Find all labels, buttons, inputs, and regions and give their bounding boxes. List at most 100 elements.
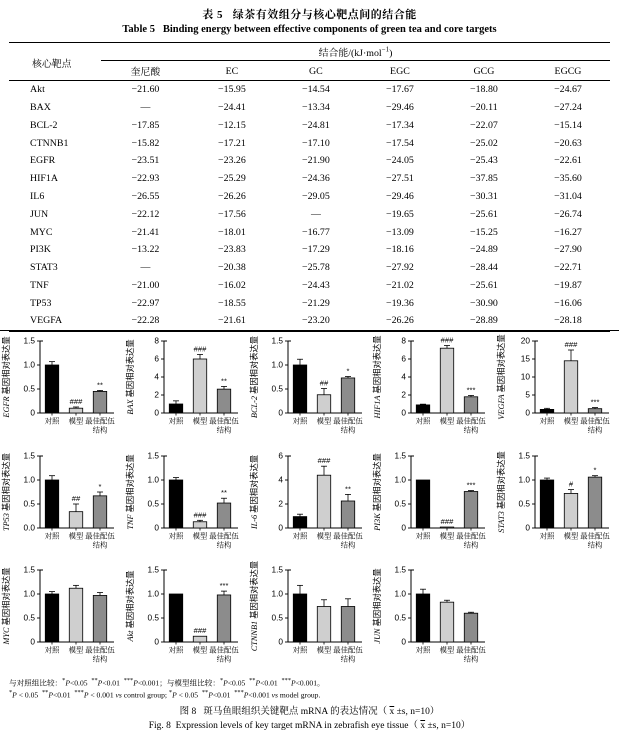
svg-text:0.5: 0.5 — [23, 384, 35, 394]
svg-text:0: 0 — [278, 408, 283, 418]
svg-text:对照: 对照 — [168, 417, 183, 426]
svg-text:模型: 模型 — [316, 531, 331, 540]
svg-text:对照: 对照 — [45, 417, 60, 426]
svg-text:1.0: 1.0 — [147, 589, 159, 599]
svg-text:6: 6 — [154, 354, 159, 364]
svg-text:Akt 基因相对表达量: Akt 基因相对表达量 — [125, 571, 135, 643]
svg-text:2: 2 — [402, 390, 407, 400]
svg-text:结构: 结构 — [340, 540, 355, 549]
svg-text:EGFR 基因相对表达量: EGFR 基因相对表达量 — [1, 337, 11, 419]
svg-text:###: ### — [441, 517, 454, 526]
svg-text:0.5: 0.5 — [147, 499, 159, 509]
svg-text:***: *** — [591, 398, 600, 407]
svg-text:1.5: 1.5 — [395, 565, 407, 575]
svg-text:STAT3 基因相对表达量: STAT3 基因相对表达量 — [496, 451, 506, 533]
svg-text:最佳配伍: 最佳配伍 — [85, 417, 115, 426]
svg-text:1.5: 1.5 — [147, 565, 159, 575]
svg-text:最佳配伍: 最佳配伍 — [209, 646, 239, 655]
svg-text:最佳配伍: 最佳配伍 — [333, 646, 363, 655]
svg-text:0: 0 — [154, 637, 159, 647]
svg-text:0.0: 0.0 — [23, 523, 35, 533]
svg-text:4: 4 — [154, 372, 159, 382]
svg-text:模型: 模型 — [440, 417, 455, 426]
svg-text:2: 2 — [278, 499, 283, 509]
svg-text:0: 0 — [154, 523, 159, 533]
svg-text:###: ### — [193, 627, 206, 636]
svg-text:0.5: 0.5 — [271, 384, 283, 394]
svg-text:0: 0 — [402, 523, 407, 533]
svg-text:##: ## — [72, 494, 81, 503]
svg-text:*: * — [594, 466, 597, 475]
svg-text:TNF 基因相对表达量: TNF 基因相对表达量 — [125, 454, 135, 529]
svg-text:对照: 对照 — [168, 646, 183, 655]
svg-text:对照: 对照 — [168, 531, 183, 540]
svg-text:1.0: 1.0 — [147, 475, 159, 485]
svg-text:对照: 对照 — [292, 531, 307, 540]
svg-text:6: 6 — [402, 354, 407, 364]
svg-text:结构: 结构 — [340, 655, 355, 664]
svg-text:IL-6 基因相对表达量: IL-6 基因相对表达量 — [249, 455, 259, 530]
svg-text:最佳配伍: 最佳配伍 — [85, 646, 115, 655]
svg-text:最佳配伍: 最佳配伍 — [209, 531, 239, 540]
svg-text:模型: 模型 — [564, 531, 579, 540]
svg-text:1.5: 1.5 — [395, 451, 407, 461]
svg-text:结构: 结构 — [93, 540, 108, 549]
svg-text:结构: 结构 — [93, 426, 108, 435]
svg-text:0.5: 0.5 — [23, 499, 35, 509]
svg-text:对照: 对照 — [416, 531, 431, 540]
svg-text:结构: 结构 — [588, 540, 603, 549]
svg-text:**: ** — [97, 381, 103, 390]
svg-text:最佳配伍: 最佳配伍 — [457, 531, 487, 540]
svg-text:1.5: 1.5 — [147, 451, 159, 461]
svg-text:模型: 模型 — [440, 646, 455, 655]
svg-text:结构: 结构 — [216, 655, 231, 664]
svg-text:###: ### — [317, 456, 330, 465]
svg-text:结构: 结构 — [588, 426, 603, 435]
svg-text:0: 0 — [526, 523, 531, 533]
svg-text:*: * — [346, 367, 349, 376]
svg-text:#: # — [569, 480, 574, 489]
svg-text:0.5: 0.5 — [23, 613, 35, 623]
svg-text:*: * — [99, 482, 102, 491]
svg-text:15: 15 — [521, 354, 531, 364]
svg-text:20: 20 — [521, 336, 531, 346]
svg-text:HIF1A 基因相对表达量: HIF1A 基因相对表达量 — [372, 336, 382, 420]
svg-text:1.0: 1.0 — [519, 475, 531, 485]
svg-text:对照: 对照 — [416, 417, 431, 426]
svg-text:结构: 结构 — [216, 426, 231, 435]
svg-text:0: 0 — [30, 637, 35, 647]
svg-text:1.0: 1.0 — [23, 589, 35, 599]
svg-text:对照: 对照 — [540, 417, 555, 426]
svg-text:最佳配伍: 最佳配伍 — [333, 531, 363, 540]
svg-text:***: *** — [219, 582, 228, 591]
svg-text:10: 10 — [521, 372, 531, 382]
svg-text:**: ** — [345, 484, 351, 493]
svg-text:最佳配伍: 最佳配伍 — [333, 417, 363, 426]
svg-text:0.5: 0.5 — [395, 613, 407, 623]
svg-text:5: 5 — [526, 390, 531, 400]
svg-text:4: 4 — [278, 475, 283, 485]
svg-text:最佳配伍: 最佳配伍 — [580, 417, 610, 426]
svg-text:结构: 结构 — [93, 655, 108, 664]
svg-text:0: 0 — [30, 408, 35, 418]
svg-text:模型: 模型 — [69, 646, 84, 655]
svg-text:最佳配伍: 最佳配伍 — [580, 531, 610, 540]
svg-text:模型: 模型 — [192, 646, 207, 655]
svg-text:模型: 模型 — [69, 531, 84, 540]
svg-text:0.5: 0.5 — [271, 613, 283, 623]
svg-text:最佳配伍: 最佳配伍 — [457, 646, 487, 655]
svg-text:模型: 模型 — [440, 531, 455, 540]
svg-text:对照: 对照 — [540, 531, 555, 540]
svg-text:1.0: 1.0 — [395, 589, 407, 599]
svg-text:0.5: 0.5 — [395, 499, 407, 509]
svg-text:8: 8 — [402, 336, 407, 346]
svg-text:0.5: 0.5 — [519, 499, 531, 509]
svg-text:最佳配伍: 最佳配伍 — [209, 417, 239, 426]
svg-text:1.0: 1.0 — [271, 360, 283, 370]
svg-text:2: 2 — [154, 390, 159, 400]
svg-text:6: 6 — [278, 451, 283, 461]
svg-text:1.5: 1.5 — [23, 451, 35, 461]
svg-text:CTNNB1 基因相对表达量: CTNNB1 基因相对表达量 — [249, 561, 259, 651]
svg-text:BCL-2 基因相对表达量: BCL-2 基因相对表达量 — [249, 336, 259, 418]
svg-text:对照: 对照 — [416, 646, 431, 655]
